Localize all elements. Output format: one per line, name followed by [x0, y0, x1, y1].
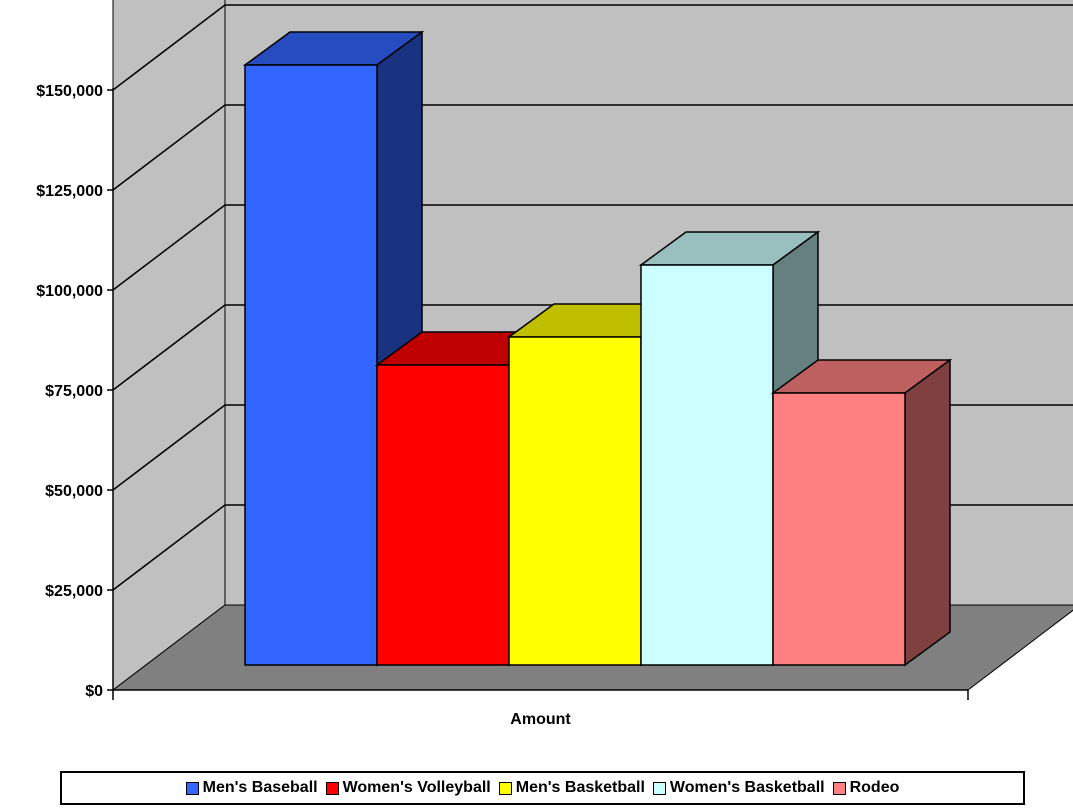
legend-label: Men's Basketball: [515, 779, 645, 796]
bar-front: [376, 364, 510, 666]
gridline-side: [112, 204, 226, 291]
legend-swatch: [185, 781, 199, 795]
gridline-side: [112, 104, 226, 191]
bar-chart: $0 $25,000 $50,000 $75,000 $100,000 $125,000 $…: [36, 0, 1073, 728]
y-tick-label: $0: [85, 683, 103, 700]
y-tick-label: $25,000: [45, 583, 103, 600]
bar-front: [772, 392, 906, 666]
gridline-side: [112, 504, 226, 591]
y-tick-label: $150,000: [36, 83, 103, 100]
legend: Men's Baseball Women's Volleyball Men's Ba…: [60, 771, 1025, 805]
legend-label: Rodeo: [849, 779, 900, 796]
legend-swatch: [498, 781, 512, 795]
bar-side: [904, 358, 951, 667]
legend-label: Men's Baseball: [202, 779, 318, 796]
bar-rodeo: [770, 358, 953, 667]
side-wall: [112, 0, 226, 692]
legend-swatch: [652, 781, 666, 795]
legend-item: Women's Basketball: [652, 779, 825, 797]
x-axis-label: Amount: [510, 711, 571, 728]
legend-item: Rodeo: [832, 779, 900, 797]
legend-item: Women's Volleyball: [325, 779, 491, 797]
legend-label: Women's Volleyball: [342, 779, 491, 796]
y-tick-label: $125,000: [36, 183, 103, 200]
axes: [107, 88, 969, 700]
bars: [242, 30, 953, 667]
legend-label: Women's Basketball: [669, 779, 825, 796]
bar-front: [244, 64, 378, 666]
y-tick-label: $75,000: [45, 383, 103, 400]
legend-swatch: [325, 781, 339, 795]
y-tick-label: $50,000: [45, 483, 103, 500]
gridline-side: [112, 304, 226, 391]
legend-item: Men's Baseball: [185, 779, 318, 797]
legend-swatch: [832, 781, 846, 795]
bar-front: [640, 264, 774, 666]
bar-front: [508, 336, 642, 666]
y-tick-label: $100,000: [36, 283, 103, 300]
legend-item: Men's Basketball: [498, 779, 645, 797]
y-tick-labels: $0 $25,000 $50,000 $75,000 $100,000 $125,000 $…: [36, 83, 103, 700]
gridline-side: [112, 4, 226, 91]
gridline-side: [112, 404, 226, 491]
